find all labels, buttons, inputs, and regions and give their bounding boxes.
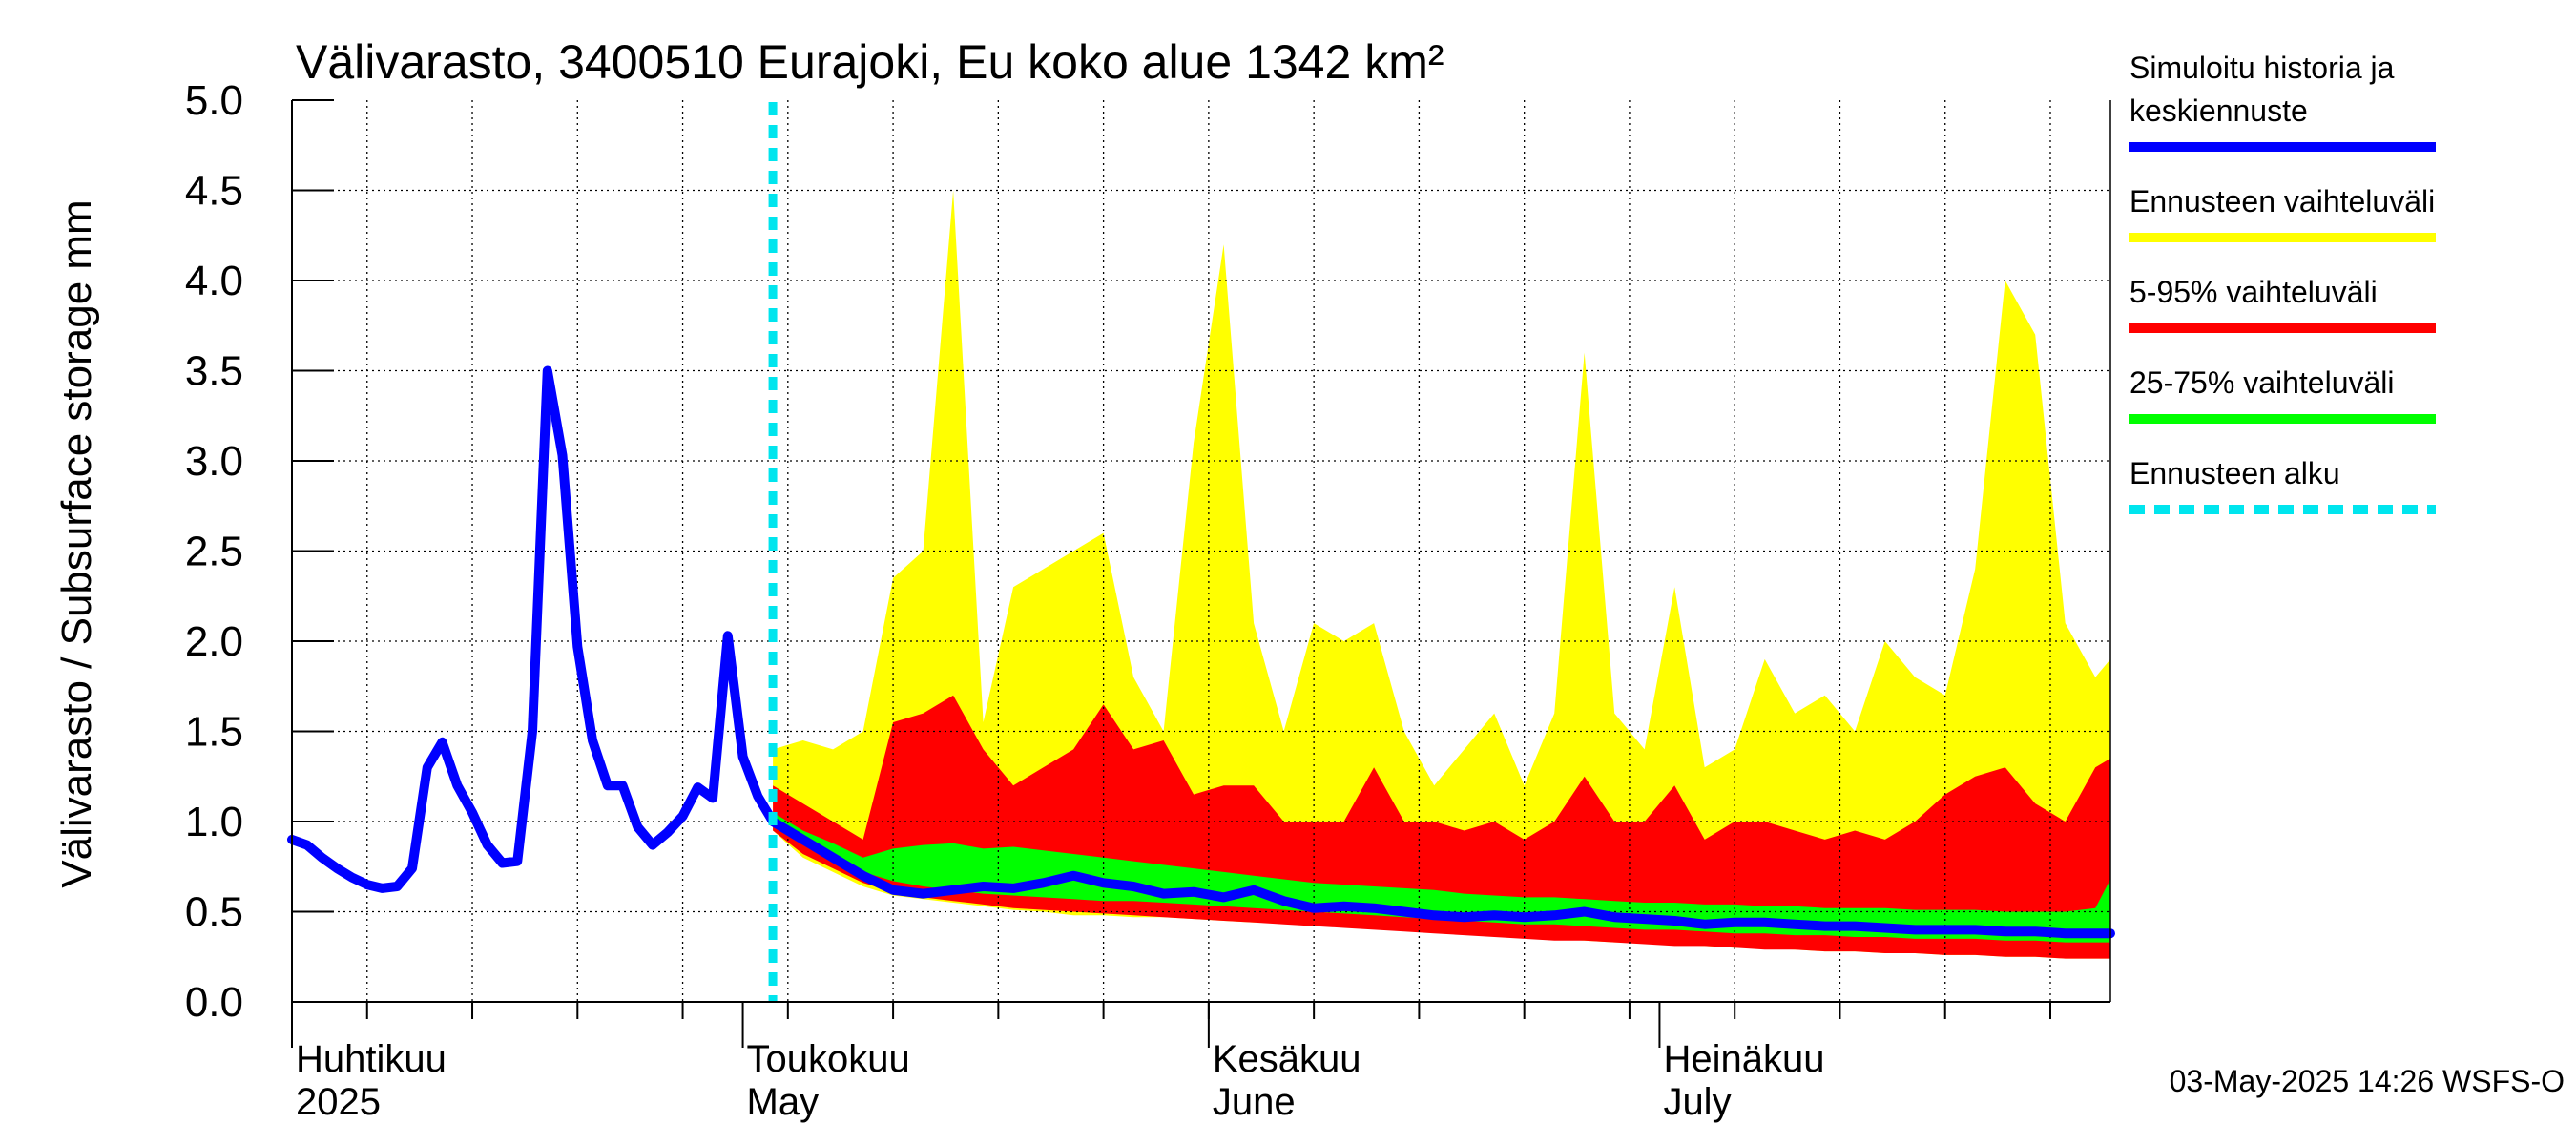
y-tick-label: 4.0 bbox=[185, 258, 243, 304]
chart-title: Välivarasto, 3400510 Eurajoki, Eu koko a… bbox=[296, 35, 1444, 89]
month-label: Kesäkuu bbox=[1213, 1038, 1361, 1080]
month-label-en: 2025 bbox=[296, 1081, 381, 1123]
y-tick-label: 5.0 bbox=[185, 77, 243, 124]
y-tick-label: 1.0 bbox=[185, 799, 243, 845]
month-label: Heinäkuu bbox=[1663, 1038, 1824, 1080]
y-tick-label: 0.0 bbox=[185, 979, 243, 1026]
month-label-en: May bbox=[747, 1081, 820, 1123]
y-tick-label: 3.0 bbox=[185, 438, 243, 485]
y-tick-label: 4.5 bbox=[185, 168, 243, 215]
legend-label: Simuloitu historia ja bbox=[2129, 51, 2395, 85]
legend-label: keskiennuste bbox=[2129, 94, 2308, 128]
y-tick-label: 1.5 bbox=[185, 709, 243, 756]
legend-label: Ennusteen alku bbox=[2129, 456, 2340, 490]
y-tick-label: 2.5 bbox=[185, 529, 243, 575]
grid bbox=[292, 100, 2110, 1002]
y-axis-label: Välivarasto / Subsurface storage mm bbox=[53, 199, 100, 887]
month-label: Huhtikuu bbox=[296, 1038, 447, 1080]
series-lines bbox=[287, 102, 2115, 1002]
y-tick-label: 0.5 bbox=[185, 889, 243, 936]
median-forecast-line bbox=[768, 817, 2115, 939]
axes: 0.0 0.5 1.0 1.5 2.0 2.5 3.0 3.5 4.0 4.5 5.0 Huhtiku… bbox=[185, 77, 2111, 1123]
legend: Simuloitu historia ja keskiennuste Ennuste… bbox=[2129, 51, 2436, 514]
month-label-en: June bbox=[1213, 1081, 1296, 1123]
legend-label: Ennusteen vaihteluväli bbox=[2129, 184, 2435, 219]
band-25-75-vaihteluv-li bbox=[773, 812, 2110, 943]
y-tick-label: 3.5 bbox=[185, 348, 243, 395]
month-label-en: July bbox=[1663, 1081, 1731, 1123]
legend-label: 5-95% vaihteluväli bbox=[2129, 275, 2378, 309]
month-label: Toukokuu bbox=[747, 1038, 910, 1080]
history-line bbox=[287, 365, 779, 893]
forecast-bands bbox=[773, 190, 2110, 959]
timestamp-footer: 03-May-2025 14:26 WSFS-O bbox=[2170, 1064, 2565, 1098]
y-tick-label: 2.0 bbox=[185, 618, 243, 665]
legend-label: 25-75% vaihteluväli bbox=[2129, 365, 2395, 400]
